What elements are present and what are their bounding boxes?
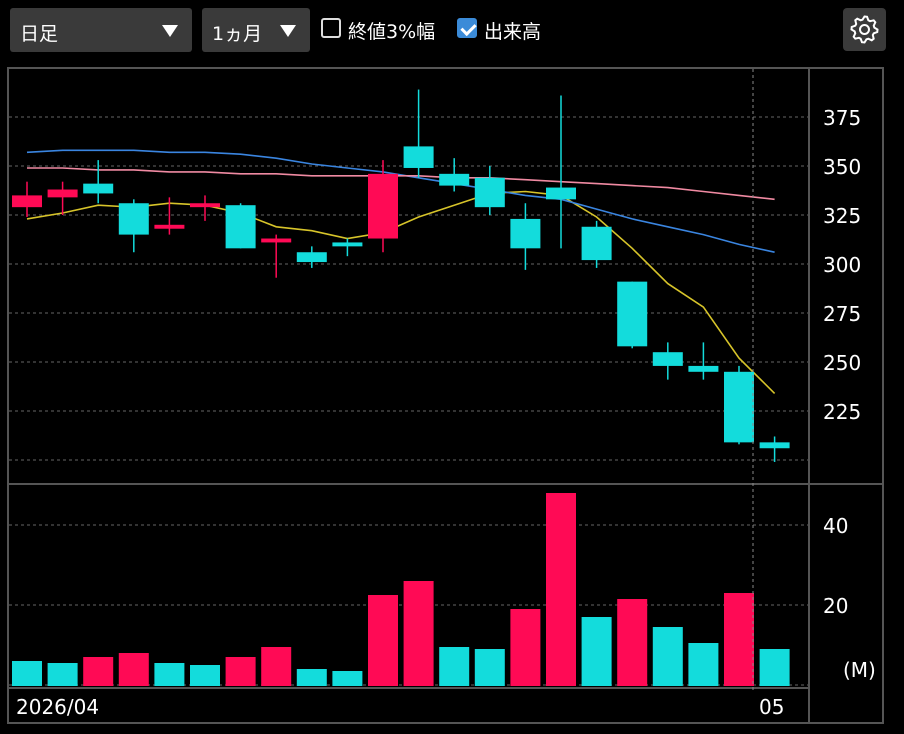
candle-body: [190, 203, 220, 208]
candle-body: [617, 281, 648, 347]
price-tick-label: 325: [823, 204, 861, 228]
volume-bar: [403, 581, 434, 686]
volume-bar: [439, 647, 470, 686]
volume-bar: [296, 669, 327, 686]
volume-bar: [581, 617, 612, 686]
candle-body: [688, 365, 719, 372]
candle-body: [47, 189, 78, 198]
x-tick-label: 05: [759, 695, 784, 719]
volume-bar: [225, 657, 256, 686]
volume-bar: [652, 627, 683, 686]
chevron-down-icon: [162, 25, 178, 37]
candle-body: [759, 442, 790, 449]
candle-body: [368, 173, 398, 239]
range-dropdown[interactable]: 1ヵ月: [202, 8, 310, 52]
volume-bar: [474, 649, 505, 686]
toolbar: 日足 1ヵ月 終値3%幅 出来高: [0, 0, 904, 62]
volume-bar: [83, 657, 114, 686]
period-dropdown-label: 日足: [20, 23, 59, 45]
close-3pct-checkbox[interactable]: [321, 18, 341, 38]
volume-bar: [261, 647, 292, 686]
volume-bar: [617, 599, 648, 686]
price-tick-label: 375: [823, 106, 861, 130]
price-tick-label: 350: [823, 155, 861, 179]
candle-body: [652, 352, 683, 366]
chart-frame: [7, 67, 884, 724]
period-dropdown[interactable]: 日足: [10, 8, 192, 52]
price-tick-label: 300: [823, 253, 861, 277]
candle-body: [581, 226, 612, 261]
moving-average-line: [26, 149, 775, 253]
candle-body: [296, 252, 327, 263]
price-tick-label: 275: [823, 302, 861, 326]
volume-unit-label: (M): [843, 658, 876, 682]
candle-body: [118, 203, 149, 235]
volume-bar: [47, 663, 78, 686]
chevron-down-icon: [280, 25, 296, 37]
x-tick-label: 2026/04: [16, 695, 99, 719]
volume-bar: [332, 671, 363, 686]
candle-body: [12, 195, 42, 208]
volume-label[interactable]: 出来高: [484, 21, 542, 43]
volume-bar: [368, 595, 398, 686]
gear-icon: [850, 15, 879, 44]
candle-body: [439, 173, 470, 186]
candle-body: [332, 242, 363, 247]
candle-body: [83, 183, 114, 194]
candle-body: [261, 238, 292, 243]
volume-bar: [154, 663, 185, 686]
price-tick-label: 250: [823, 351, 861, 375]
volume-checkbox[interactable]: [457, 18, 477, 38]
volume-bar: [12, 661, 42, 686]
volume-bar: [759, 649, 790, 686]
close-3pct-label[interactable]: 終値3%幅: [348, 21, 436, 43]
candle-body: [225, 205, 256, 249]
candle-body: [724, 371, 754, 443]
volume-tick-label: 20: [823, 594, 848, 618]
candle-body: [474, 177, 505, 208]
range-dropdown-label: 1ヵ月: [212, 23, 263, 45]
moving-average-line: [26, 190, 776, 394]
volume-bar: [688, 643, 719, 686]
volume-bar: [546, 493, 576, 686]
volume-bar: [118, 653, 149, 686]
volume-bar: [724, 593, 754, 686]
volume-bar: [510, 609, 541, 686]
moving-average-line: [27, 167, 775, 201]
candle-body: [154, 224, 185, 229]
candle-body: [510, 218, 541, 249]
price-tick-label: 225: [823, 400, 861, 424]
settings-button[interactable]: [843, 8, 886, 51]
volume-tick-label: 40: [823, 514, 848, 538]
candle-body: [546, 187, 576, 200]
volume-bar: [190, 665, 220, 686]
candle-body: [403, 146, 434, 168]
